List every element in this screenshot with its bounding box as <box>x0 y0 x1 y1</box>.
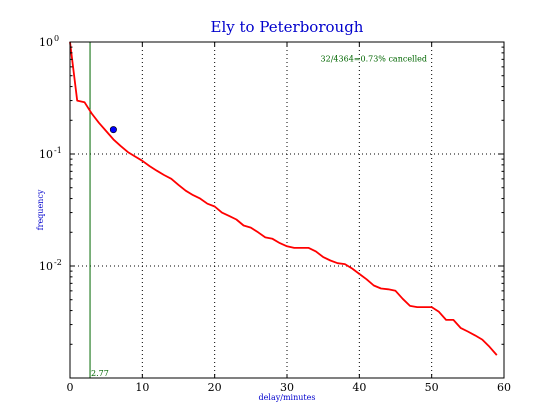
x-tick-label: 20 <box>208 381 222 394</box>
reference-line-label: 2.77 <box>91 369 109 378</box>
x-tick-label: 10 <box>135 381 149 394</box>
y-tick-label: 10 <box>39 148 53 161</box>
y-tick-exponent: -2 <box>54 258 62 267</box>
grid <box>70 42 504 378</box>
x-tick-label: 0 <box>67 381 74 394</box>
y-tick-label: 10 <box>39 36 53 49</box>
x-tick-label: 30 <box>280 381 294 394</box>
x-tick-label: 50 <box>425 381 439 394</box>
x-axis-label: delay/minutes <box>259 393 316 402</box>
series-line-0 <box>69 41 498 356</box>
data-point-marker <box>109 126 117 134</box>
cancelled-annotation: 32/4364=0.73% cancelled <box>321 54 427 63</box>
y-tick-exponent: -1 <box>54 146 62 155</box>
y-tick-label: 10 <box>39 260 53 273</box>
y-axis-label: frequency <box>36 189 45 230</box>
x-tick-label: 60 <box>497 381 511 394</box>
y-tick-exponent: 0 <box>54 34 59 43</box>
plot-area: 2.77 32/4364=0.73% cancelled <box>69 41 498 378</box>
chart-title: Ely to Peterborough <box>211 18 364 36</box>
x-tick-label: 40 <box>352 381 366 394</box>
x-axis: 0 10 20 30 40 50 60 <box>67 42 511 394</box>
